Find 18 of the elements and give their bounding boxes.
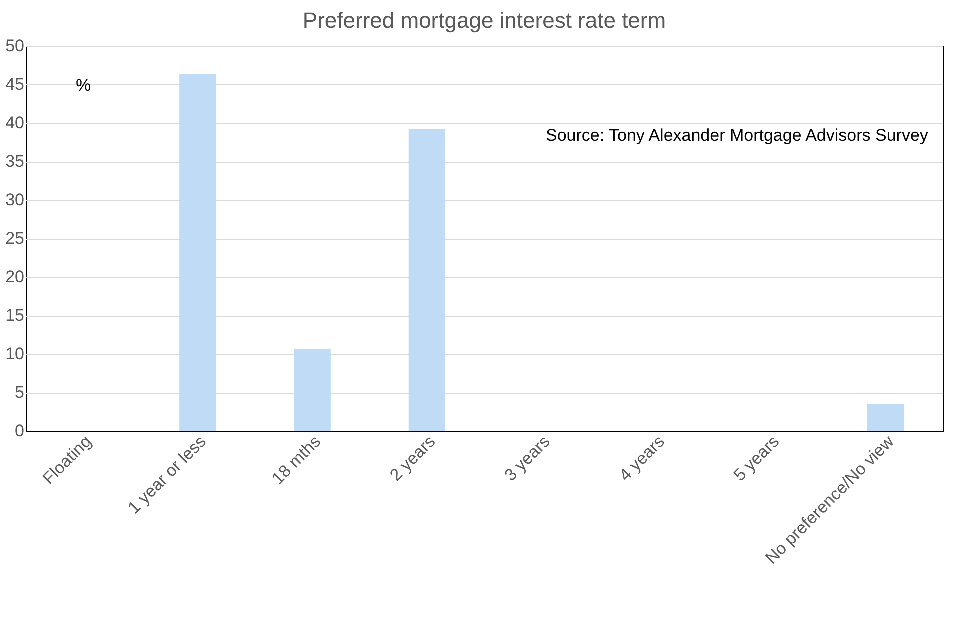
y-tick-label: 20 <box>6 268 24 286</box>
y-tick-label: 0 <box>15 422 24 440</box>
y-tick-label: 45 <box>6 75 24 94</box>
bar <box>294 349 331 431</box>
y-tick-label: 30 <box>6 190 24 210</box>
y-tick-label: 40 <box>6 114 24 132</box>
annotation: Source: Tony Alexander Mortgage Advisors Survey <box>546 126 929 145</box>
chart-title: Preferred mortgage interest rate term <box>302 8 666 33</box>
bar <box>408 129 446 431</box>
y-tick-label: 25 <box>6 229 24 248</box>
y-tick-label: 15 <box>6 306 24 325</box>
y-tick-label: 35 <box>6 152 24 171</box>
y-tick-label: 10 <box>6 344 24 364</box>
bar <box>180 74 216 431</box>
bar <box>867 404 904 431</box>
y-axis-title: % <box>76 76 92 95</box>
y-tick-label: 50 <box>6 36 24 56</box>
y-tick-label: 5 <box>15 383 24 402</box>
